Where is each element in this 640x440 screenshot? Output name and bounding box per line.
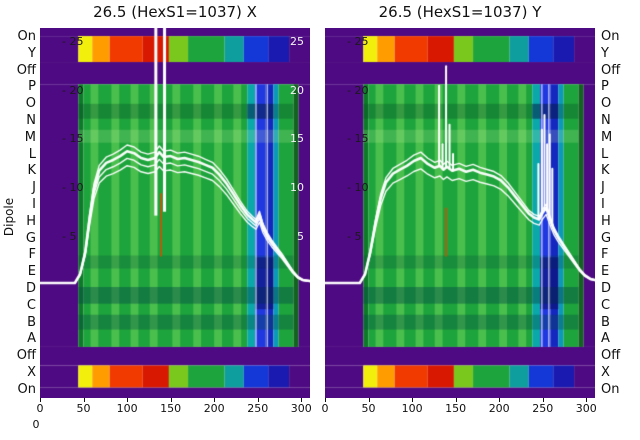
axis-label: 0 xyxy=(321,402,329,415)
axis-label: E xyxy=(27,264,36,280)
axis-label: Y xyxy=(28,45,36,61)
axis-label xyxy=(325,398,326,402)
axis-label xyxy=(368,398,370,402)
axis-label: O xyxy=(25,96,36,112)
axis-label: A xyxy=(601,331,610,347)
axis-label: I xyxy=(32,197,36,212)
axis-label: 200 xyxy=(203,402,225,415)
axis-label: G xyxy=(25,230,36,246)
axis-label: 200 xyxy=(488,402,510,415)
axis-label xyxy=(412,398,414,402)
axis-label: L xyxy=(28,146,36,162)
axis-label: - 15 xyxy=(347,132,369,146)
axis-label: On xyxy=(601,381,620,397)
axis-label: 50 xyxy=(76,402,91,415)
axis-label: 10 xyxy=(290,181,304,195)
axis-label: C xyxy=(26,297,36,313)
axis-label: 150 xyxy=(160,402,182,415)
axis-label xyxy=(214,398,216,402)
axis-label: 0 xyxy=(36,402,44,415)
axis-label: B xyxy=(601,314,610,330)
axis-label: F xyxy=(28,247,36,263)
axis-label: H xyxy=(601,213,611,229)
axis-label: 100 xyxy=(401,402,423,415)
axis-label xyxy=(586,398,588,402)
dipole-axis-label: Dipole xyxy=(2,197,16,237)
axis-label xyxy=(170,398,172,402)
axis-label: 100 xyxy=(116,402,138,415)
axis-label: 50 xyxy=(361,402,376,415)
axis-label: 150 xyxy=(445,402,467,415)
axis-label: E xyxy=(601,264,610,280)
heatmap-panel-y xyxy=(325,28,595,398)
origin-zero-label: 0 xyxy=(32,418,40,431)
axis-label: - 15 xyxy=(62,132,84,146)
axis-label: 15 xyxy=(290,132,304,146)
axis-label: 5 xyxy=(297,230,304,244)
axis-label: J xyxy=(601,180,605,196)
axis-label: Off xyxy=(16,348,36,364)
axis-label xyxy=(83,398,85,402)
axis-label: D xyxy=(25,281,36,296)
axis-label: - 10 xyxy=(347,181,369,195)
axis-label xyxy=(542,398,544,402)
axis-label: 250 xyxy=(532,402,554,415)
axis-label: On xyxy=(17,29,36,44)
axis-label: - 10 xyxy=(62,181,84,195)
axis-label: X xyxy=(27,365,36,380)
axis-label: B xyxy=(27,314,36,330)
axis-label: F xyxy=(601,247,609,263)
axis-label: On xyxy=(601,29,620,44)
axis-label: 20 xyxy=(290,83,304,97)
axis-label xyxy=(499,398,501,402)
axis-label: D xyxy=(601,281,612,296)
axis-label xyxy=(40,398,41,402)
axis-label: K xyxy=(27,163,36,179)
axis-label: N xyxy=(601,113,611,128)
axis-label: O xyxy=(601,96,612,112)
axis-label: - 5 xyxy=(347,230,362,244)
heatmap-panel-x xyxy=(40,28,310,398)
axis-label: M xyxy=(601,129,613,145)
axis-label: J xyxy=(32,180,36,196)
axis-label: Off xyxy=(16,62,36,78)
axis-label: I xyxy=(601,197,605,212)
axis-label: P xyxy=(28,79,36,95)
axis-label: G xyxy=(601,230,612,246)
axis-label: - 25 xyxy=(347,34,369,48)
panel-title-left: 26.5 (HexS1=1037) X xyxy=(93,3,257,21)
axis-label: - 20 xyxy=(62,83,84,97)
axis-label: X xyxy=(601,365,610,380)
axis-label: - 5 xyxy=(62,230,77,244)
axis-label: 300 xyxy=(290,402,312,415)
axis-label: H xyxy=(26,213,36,229)
axis-label xyxy=(127,398,129,402)
axis-label: 300 xyxy=(575,402,597,415)
axis-label: 25 xyxy=(290,34,304,48)
axis-label: Off xyxy=(601,62,621,78)
axis-label: - 25 xyxy=(62,34,84,48)
axis-label: M xyxy=(24,129,36,145)
axis-label: Y xyxy=(601,45,609,61)
axis-label xyxy=(455,398,457,402)
axis-label: On xyxy=(17,381,36,397)
axis-label: A xyxy=(27,331,36,347)
axis-label xyxy=(257,398,259,402)
axis-label: Off xyxy=(601,348,621,364)
axis-label: K xyxy=(601,163,610,179)
axis-label xyxy=(301,398,303,402)
axis-label: C xyxy=(601,297,611,313)
axis-label: - 20 xyxy=(347,83,369,97)
axis-label: N xyxy=(26,113,36,128)
panel-title-right: 26.5 (HexS1=1037) Y xyxy=(378,3,542,21)
axis-label: P xyxy=(601,79,609,95)
axis-label: 250 xyxy=(247,402,269,415)
axis-label: L xyxy=(601,146,609,162)
